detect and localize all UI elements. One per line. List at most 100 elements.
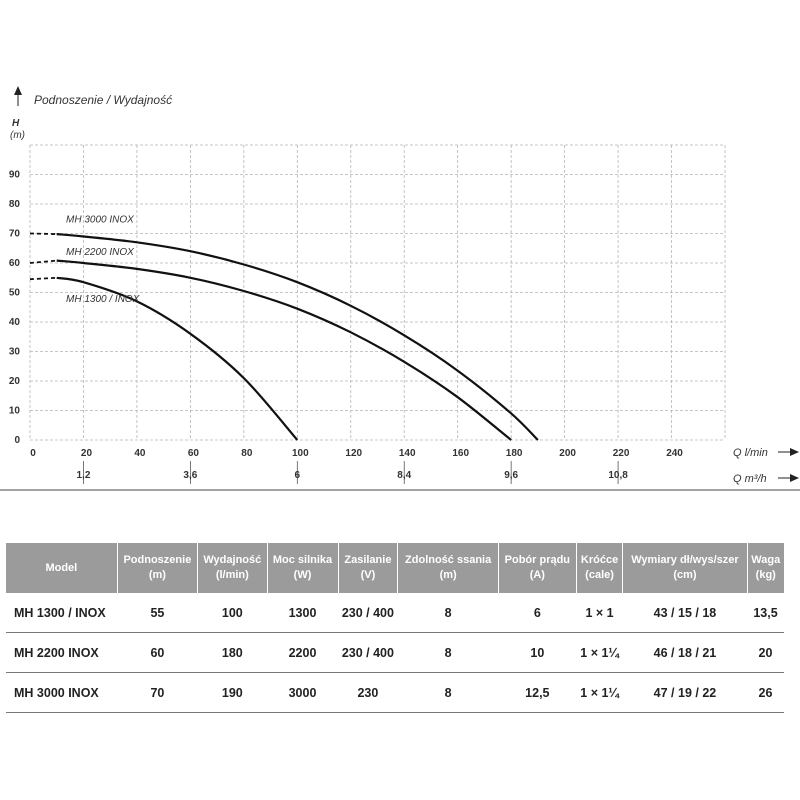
series-label: MH 1300 / INOX (66, 294, 140, 305)
table-cell: 10 (498, 632, 577, 673)
y-axis-unit: (m) (10, 130, 25, 141)
series-curve-dashed (29, 232, 57, 235)
chart-title: Podnoszenie / Wydajność (34, 93, 172, 107)
x-tick-label: 80 (241, 448, 253, 459)
header-text: (kg) (755, 569, 776, 581)
y-tick-label: 50 (9, 288, 21, 299)
x-tick-label: 140 (399, 448, 416, 459)
series-curve-dashed (29, 276, 57, 281)
table-cell: 8 (397, 672, 499, 713)
x-axis-label: Q l/min (733, 447, 768, 459)
model-cell: MH 2200 INOX (6, 632, 118, 673)
secondary-x-tick-label: 10,8 (608, 470, 628, 481)
x-axis-arrow-head (790, 448, 799, 456)
series-label: MH 2200 INOX (66, 247, 134, 258)
table-header-cell: Moc silnika (W) (267, 543, 339, 593)
header-text: (V) (360, 569, 376, 581)
pump-specification-table: Model Podnoszenie (m) Wydajność (l/min) Moc s… (6, 543, 784, 713)
y-tick-label: 80 (9, 199, 21, 210)
table-cell: 1300 (267, 593, 339, 633)
header-text: (W) (293, 569, 312, 581)
table-cell: 12,5 (498, 672, 577, 713)
header-text: (cm) (673, 569, 697, 581)
x-tick-label: 200 (559, 448, 576, 459)
table-cell: 8 (397, 632, 499, 673)
table-cell: 13,5 (747, 593, 784, 633)
x-tick-label: 240 (666, 448, 683, 459)
secondary-x-tick-label: 1,2 (77, 470, 91, 481)
y-tick-label: 40 (9, 317, 21, 328)
model-cell: MH 1300 / INOX (6, 593, 118, 633)
secondary-x-axis-label: Q m³/h (733, 473, 767, 485)
header-text: Waga (751, 554, 781, 566)
table-header-cell: Waga (kg) (747, 543, 784, 593)
model-cell: MH 3000 INOX (6, 672, 118, 713)
table-header-cell: Model (6, 543, 118, 593)
x-tick-label: 60 (188, 448, 200, 459)
secondary-x-axis-arrow-head (790, 474, 799, 482)
x-tick-label: 120 (345, 448, 362, 459)
secondary-x-tick-label: 6 (295, 470, 301, 481)
y-tick-label: 10 (9, 406, 21, 417)
header-text: Wydajność (203, 554, 262, 566)
table-cell: 1 × 1 (576, 593, 623, 633)
header-text: (cale) (585, 569, 614, 581)
table-header-cell: Zdolność ssania (m) (397, 543, 499, 593)
y-tick-label: 90 (9, 170, 21, 181)
table-cell: 20 (747, 632, 784, 673)
y-tick-label: 30 (9, 347, 21, 358)
header-text: Podnoszenie (123, 554, 192, 566)
header-text: Pobór prądu (504, 554, 571, 566)
table-row: MH 3000 INOX 70 190 3000 230 8 12,5 1 × 1¼ 47 / … (6, 672, 784, 713)
table-cell: 8 (397, 593, 499, 633)
x-tick-label: 0 (30, 448, 36, 459)
y-axis-arrow-head (14, 86, 22, 95)
header-text: Wymiary dł/wys/szer (631, 554, 739, 566)
series-curve-dashed (29, 259, 57, 264)
header-text: Model (45, 561, 78, 574)
table-cell: 230 / 400 (338, 593, 398, 633)
header-text: (A) (529, 569, 545, 581)
table-cell: 26 (747, 672, 784, 713)
x-tick-label: 160 (452, 448, 469, 459)
table-cell: 47 / 19 / 22 (622, 672, 748, 713)
table-header-cell: Wydajność (l/min) (197, 543, 268, 593)
pump-performance-chart: Podnoszenie / Wydajność H (m) Q l/min Q … (0, 86, 800, 491)
table-cell: 100 (197, 593, 268, 633)
x-tick-label: 220 (613, 448, 630, 459)
table-cell: 70 (117, 672, 198, 713)
table-cell: 190 (197, 672, 268, 713)
header-text: Króćce (580, 554, 619, 566)
y-tick-label: 0 (14, 435, 20, 446)
table-header-cell: Zasilanie (V) (338, 543, 399, 593)
header-text: Zasilanie (344, 554, 392, 566)
x-tick-label: 100 (292, 448, 309, 459)
table-row: MH 2200 INOX 60 180 2200 230 / 400 8 10 1 × 1¼ 4… (6, 632, 784, 673)
series-label: MH 3000 INOX (66, 215, 134, 226)
y-tick-label: 70 (9, 229, 21, 240)
series-curve (56, 259, 512, 441)
x-tick-label: 40 (134, 448, 146, 459)
series-curve (56, 233, 539, 441)
table-cell: 230 (338, 672, 398, 713)
table-cell: 46 / 18 / 21 (622, 632, 748, 673)
header-text: Zdolność ssania (405, 554, 492, 566)
table-header-cell: Wymiary dł/wys/szer (cm) (622, 543, 748, 593)
table-cell: 6 (498, 593, 577, 633)
y-tick-label: 60 (9, 258, 21, 269)
table-cell: 60 (117, 632, 198, 673)
series-curve (56, 276, 299, 441)
y-tick-label: 20 (9, 376, 21, 387)
table-cell: 55 (117, 593, 198, 633)
x-tick-label: 180 (506, 448, 523, 459)
table-cell: 43 / 15 / 18 (622, 593, 748, 633)
table-header-cell: Podnoszenie (m) (117, 543, 199, 593)
header-text: Moc silnika (272, 554, 333, 566)
table-cell: 3000 (267, 672, 339, 713)
header-text: (m) (148, 569, 166, 581)
table-cell: 180 (197, 632, 268, 673)
header-text: (l/min) (215, 569, 249, 581)
table-cell: 230 / 400 (338, 632, 398, 673)
table-header-cell: Pobór prądu (A) (498, 543, 577, 593)
